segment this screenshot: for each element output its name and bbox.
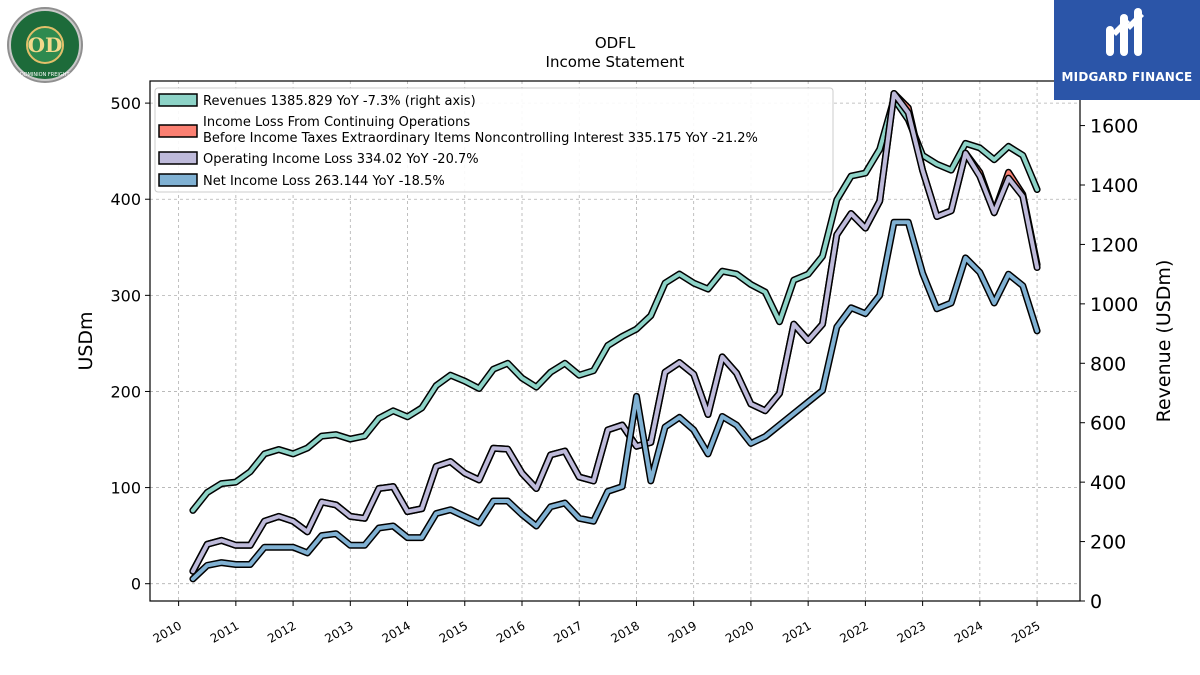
x-tick-label: 2013 [322,618,355,645]
x-tick-label: 2011 [208,618,241,645]
x-axis: 2010 2011 2012 2013 2014 2015 2016 2017 2018 2019… [151,601,1043,646]
brand-logo-text: MIDGARD FINANCE [1061,70,1193,84]
y-tick-label-right: 1000 [1090,294,1138,316]
x-tick-label: 2020 [723,618,756,645]
legend-label-revenues: Revenues 1385.829 YoY -7.3% (right axis) [203,94,476,109]
x-tick-label: 2019 [666,618,699,645]
y-axis-label-right: Revenue (USDm) [1153,260,1175,423]
y-axis-label-left: USDm [75,311,97,370]
y-tick-label-left: 100 [110,479,141,498]
y-tick-label-left: 300 [110,286,141,305]
x-tick-label: 2016 [494,618,527,645]
chart-subtitle: Income Statement [546,53,685,71]
y-tick-label-left: 500 [110,94,141,113]
x-tick-label: 2021 [780,618,813,645]
y-tick-label-right: 200 [1090,532,1126,554]
y-axis-right: 0 200 400 600 800 1000 1200 1400 1600 [1080,116,1138,613]
y-tick-label-right: 1400 [1090,175,1138,197]
x-tick-label: 2025 [1009,618,1042,645]
legend-swatch-pretax-income [158,124,198,138]
legend-label-net-income: Net Income Loss 263.144 YoY -18.5% [203,174,445,189]
legend-swatch-revenues [158,93,198,107]
legend-swatch-operating-income [158,151,198,165]
series-layer [189,90,1041,583]
plot-frame [149,80,1081,602]
y-tick-label-left: 400 [110,190,141,209]
x-tick-label: 2023 [895,618,928,645]
y-tick-label-left: 0 [131,575,141,594]
x-tick-label: 2010 [151,618,184,645]
x-tick-label: 2012 [265,618,298,645]
company-logo-monogram: OD [28,33,63,57]
brand-logo: MIDGARD FINANCE [1054,0,1200,100]
series-line-operating-income-loss [190,91,1040,574]
x-tick-label: 2015 [437,618,470,645]
y-axis-left: 0 100 200 300 400 500 [110,94,150,594]
x-tick-label: 2022 [837,618,870,645]
legend-label-operating-income: Operating Income Loss 334.02 YoY -20.7% [203,152,479,167]
x-tick-label: 2017 [551,618,584,645]
company-logo-text: OLD DOMINION FREIGHT LINE [8,72,83,78]
y-tick-label-right: 600 [1090,413,1126,435]
company-logo: OD OLD DOMINION FREIGHT LINE [6,6,84,84]
x-tick-label: 2014 [380,618,413,645]
y-tick-label-right: 400 [1090,472,1126,494]
y-tick-label-right: 1600 [1090,116,1138,138]
legend: Revenues 1385.829 YoY -7.3% (right axis)… [154,87,834,193]
brand-logo-icon [1106,8,1144,56]
y-tick-label-right: 800 [1090,353,1126,375]
legend-label-pretax-income-line2: Before Income Taxes Extraordinary Items … [203,131,758,146]
chart-title: ODFL [595,34,636,52]
series-line-net-income-loss [190,220,1040,581]
y-tick-label-right: 0 [1090,591,1102,613]
y-tick-label-left: 200 [110,382,141,401]
x-tick-label: 2024 [952,618,985,645]
series-outline-net-income-loss [189,218,1041,583]
legend-swatch-net-income [158,173,198,187]
legend-label-pretax-income-line1: Income Loss From Continuing Operations [203,115,470,130]
x-tick-label: 2018 [609,618,642,645]
y-tick-label-right: 1200 [1090,234,1138,256]
legend-box [154,87,834,193]
